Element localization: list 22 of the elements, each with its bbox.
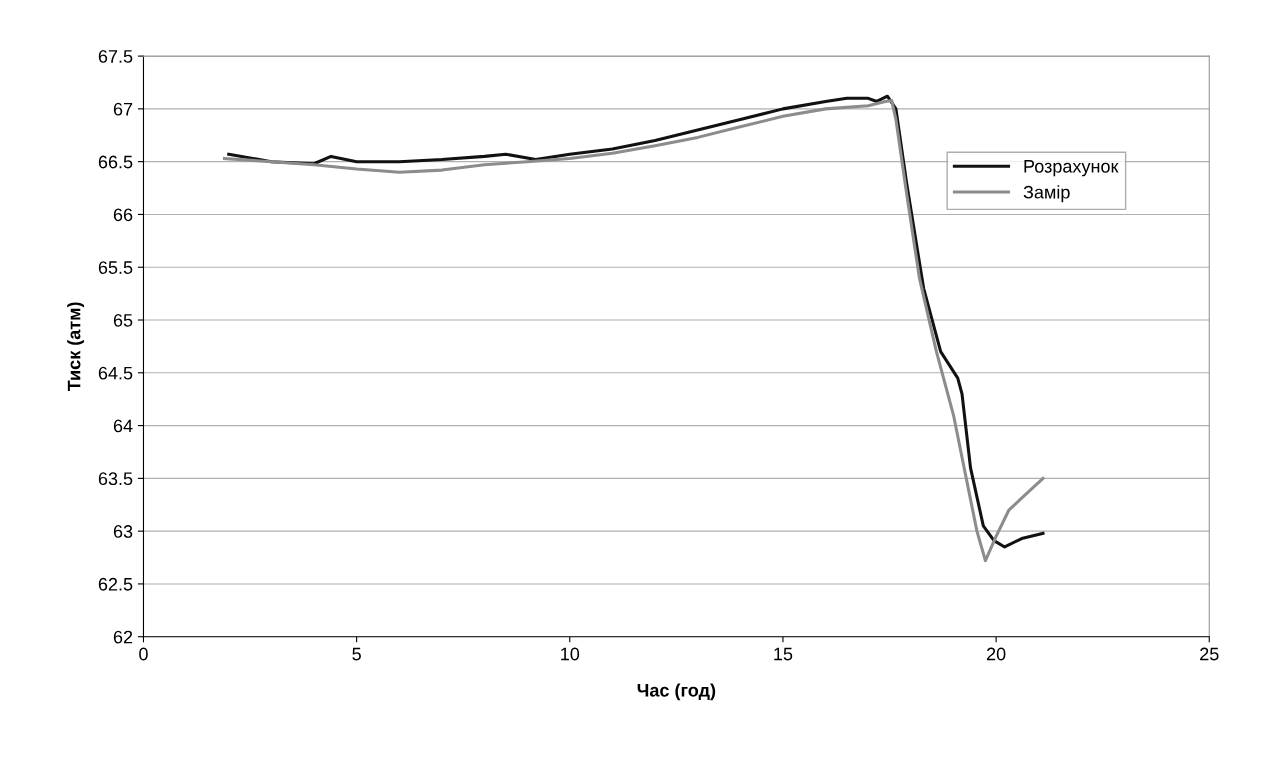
y-tick-label: 65.5 — [98, 261, 133, 274]
legend-label: Замір — [1023, 185, 1070, 203]
y-tick-label: 62 — [113, 630, 133, 644]
x-tick-label: 0 — [139, 647, 148, 661]
legend-label: Розрахунок — [1024, 160, 1119, 177]
y-tick-label: 67.5 — [98, 50, 133, 63]
y-tick-label: 66.5 — [98, 155, 133, 169]
y-axis-title: Тиск (атм) — [67, 302, 85, 392]
y-tick-label: 65 — [113, 313, 133, 327]
x-tick-label: 15 — [774, 647, 793, 661]
x-tick-label: 5 — [352, 647, 361, 661]
x-tick-label: 20 — [986, 647, 1006, 661]
y-tick-label: 66 — [113, 208, 133, 222]
y-tick-label: 64.5 — [98, 366, 133, 380]
y-tick-label: 67 — [113, 102, 133, 116]
y-tick-label: 63 — [113, 525, 133, 538]
y-tick-label: 62.5 — [98, 577, 133, 591]
x-tick-label: 25 — [1200, 647, 1219, 661]
x-tick-label: 10 — [561, 647, 580, 661]
x-axis-title: Час (год) — [637, 683, 716, 701]
y-tick-label: 64 — [113, 419, 133, 433]
y-tick-label: 63.5 — [98, 472, 133, 486]
